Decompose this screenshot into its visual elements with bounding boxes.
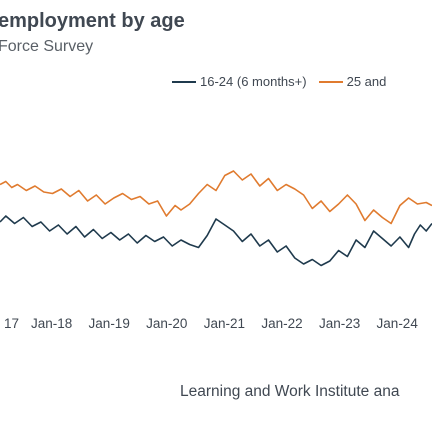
x-tick-label: Jan-24: [377, 316, 419, 331]
chart-title: employment by age: [0, 10, 185, 32]
series-line-adult: [0, 170, 432, 225]
legend-label-adult: 25 and: [346, 74, 387, 89]
series-line-youth: [0, 215, 432, 267]
x-tick-label: Jan-21: [204, 316, 245, 331]
x-tick-label: 17: [4, 316, 19, 331]
x-tick-label: Jan-19: [89, 316, 130, 331]
legend-swatch-adult: [318, 80, 343, 83]
x-tick-label: Jan-20: [146, 316, 187, 331]
legend-item-youth: 16-24 (6 months+): [172, 74, 307, 89]
chart-legend: 16-24 (6 months+) 25 and: [172, 74, 398, 89]
legend-swatch-youth: [172, 80, 196, 83]
x-tick-label: Jan-23: [319, 316, 360, 331]
x-tick-label: Jan-18: [31, 316, 72, 331]
legend-label-youth: 16-24 (6 months+): [200, 74, 307, 89]
chart-source: Learning and Work Institute ana: [180, 383, 400, 400]
legend-item-adult: 25 and: [318, 74, 387, 89]
x-tick-label: Jan-22: [261, 316, 302, 331]
chart-subtitle: Force Survey: [0, 38, 94, 55]
